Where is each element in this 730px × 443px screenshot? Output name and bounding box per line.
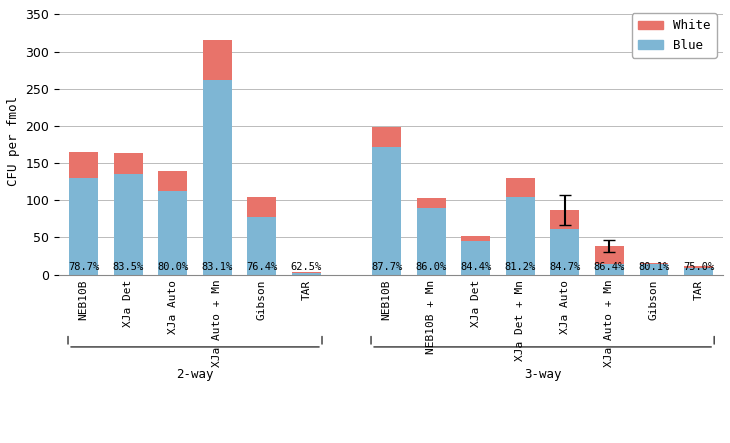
Text: 62.5%: 62.5% — [291, 262, 322, 272]
Text: 84.4%: 84.4% — [460, 262, 491, 272]
Bar — [203, 80, 231, 275]
Text: 86.4%: 86.4% — [593, 262, 625, 272]
Bar — [639, 263, 669, 264]
Bar — [203, 40, 231, 80]
Bar — [417, 208, 445, 275]
Text: 78.7%: 78.7% — [68, 262, 99, 272]
Bar — [158, 171, 187, 191]
Text: 80.1%: 80.1% — [638, 262, 669, 272]
Text: 3-way: 3-way — [524, 369, 561, 381]
Text: 83.5%: 83.5% — [112, 262, 144, 272]
Bar — [506, 178, 535, 197]
Bar — [114, 153, 142, 174]
Bar — [461, 236, 491, 241]
Bar — [158, 191, 187, 275]
Text: 2-way: 2-way — [176, 369, 214, 381]
Bar — [684, 268, 713, 275]
Bar — [372, 128, 401, 147]
Bar — [247, 217, 277, 275]
Text: 81.2%: 81.2% — [504, 262, 536, 272]
Bar — [247, 197, 277, 217]
Bar — [69, 178, 98, 275]
Text: 84.7%: 84.7% — [549, 262, 580, 272]
Legend: White, Blue: White, Blue — [631, 13, 717, 58]
Bar — [595, 264, 624, 275]
Text: 80.0%: 80.0% — [157, 262, 188, 272]
Bar — [372, 147, 401, 275]
Bar — [506, 197, 535, 275]
Text: 83.1%: 83.1% — [201, 262, 233, 272]
Bar — [69, 152, 98, 178]
Bar — [417, 198, 445, 208]
Bar — [639, 264, 669, 275]
Bar — [595, 246, 624, 264]
Bar — [684, 266, 713, 268]
Bar — [550, 210, 580, 229]
Bar — [550, 229, 580, 275]
Text: 87.7%: 87.7% — [371, 262, 402, 272]
Text: 86.0%: 86.0% — [415, 262, 447, 272]
Y-axis label: CFU per fmol: CFU per fmol — [7, 96, 20, 186]
Bar — [114, 174, 142, 275]
Bar — [292, 273, 321, 275]
Bar — [292, 272, 321, 273]
Bar — [461, 241, 491, 275]
Text: 76.4%: 76.4% — [246, 262, 277, 272]
Text: 75.0%: 75.0% — [683, 262, 714, 272]
